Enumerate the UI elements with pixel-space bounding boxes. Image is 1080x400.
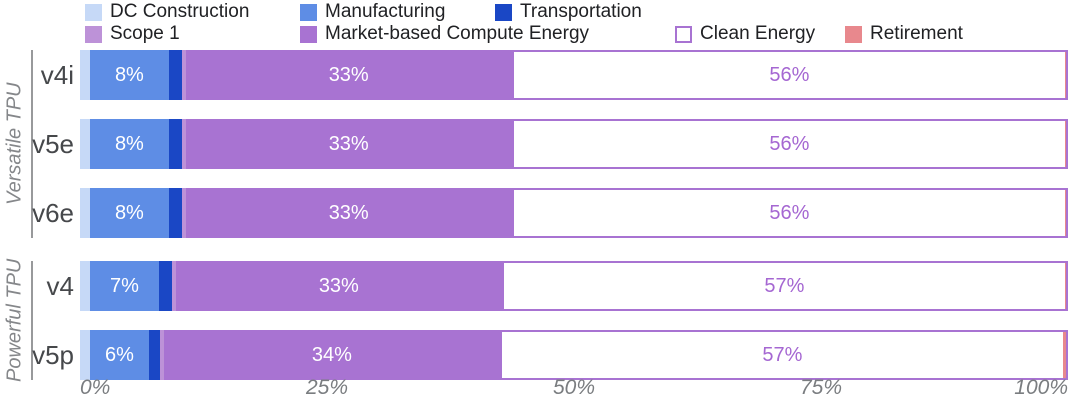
segment-transportation-v5p xyxy=(149,330,160,380)
x-axis-tick-75: 75% xyxy=(799,376,843,399)
segment-transportation-v4i xyxy=(168,50,182,100)
legend-swatch-dc-construction-icon xyxy=(85,3,102,21)
segment-value-label: 56% xyxy=(769,64,810,86)
row-label-v4: v4 xyxy=(46,270,74,301)
legend-item-dc-construction: DC Construction xyxy=(85,1,249,23)
segment-value-label: 33% xyxy=(328,202,369,224)
legend-label-dc-construction: DC Construction xyxy=(110,1,250,22)
segment-dc-construction-v5p xyxy=(80,330,90,380)
segment-transportation-v5e xyxy=(168,119,182,169)
legend-item-retirement: Retirement xyxy=(845,23,963,45)
segment-scope-1-v4 xyxy=(171,261,176,311)
x-axis-tick-50: 50% xyxy=(552,376,596,399)
segment-value-label: 8% xyxy=(114,133,144,155)
legend-swatch-market-based-compute-energy-icon xyxy=(300,25,317,43)
group-bracket-line xyxy=(31,50,33,238)
segment-clean-energy-v4: 57% xyxy=(501,261,1065,311)
segment-dc-construction-v4i xyxy=(80,50,90,100)
segment-value-label: 34% xyxy=(311,344,352,366)
segment-retirement-v4i xyxy=(1064,50,1068,100)
legend-label-market-based-compute-energy: Market-based Compute Energy xyxy=(325,23,590,44)
bar-v4i: 8% 33% 56% xyxy=(80,50,1068,100)
bar-v5e: 8% 33% 56% xyxy=(80,119,1068,169)
segment-value-label: 56% xyxy=(769,202,810,224)
segment-manufacturing-v4: 7% xyxy=(89,261,160,311)
segment-transportation-v6e xyxy=(168,188,182,238)
group-bracket-line xyxy=(31,261,33,380)
segment-transportation-v4 xyxy=(159,261,172,311)
segment-retirement-v6e xyxy=(1064,188,1068,238)
segment-scope-1-v5e xyxy=(181,119,186,169)
segment-dc-construction-v6e xyxy=(80,188,90,238)
legend-label-scope-1: Scope 1 xyxy=(110,23,180,44)
segment-market-based-compute-energy-v5p: 34% xyxy=(163,330,500,380)
bar-v4: 7% 33% 57% xyxy=(80,261,1068,311)
row-label-v4i: v4i xyxy=(40,59,74,90)
legend-swatch-retirement-icon xyxy=(845,25,862,43)
segment-market-based-compute-energy-v4i: 33% xyxy=(185,50,512,100)
legend-item-manufacturing: Manufacturing xyxy=(300,1,445,23)
legend-item-clean-energy: Clean Energy xyxy=(675,23,815,45)
x-axis-tick-25: 25% xyxy=(305,376,349,399)
segment-value-label: 33% xyxy=(318,275,359,297)
segment-market-based-compute-energy-v4: 33% xyxy=(175,261,502,311)
legend-label-manufacturing: Manufacturing xyxy=(325,1,446,22)
legend-swatch-scope-1-icon xyxy=(85,25,102,43)
segment-value-label: 57% xyxy=(762,344,803,366)
segment-value-label: 33% xyxy=(328,133,369,155)
segment-value-label: 33% xyxy=(328,64,369,86)
segment-dc-construction-v4 xyxy=(80,261,90,311)
segment-value-label: 8% xyxy=(114,64,144,86)
segment-value-label: 7% xyxy=(110,275,139,297)
segment-value-label: 6% xyxy=(105,344,134,366)
segment-market-based-compute-energy-v6e: 33% xyxy=(185,188,512,238)
row-label-v6e: v6e xyxy=(32,197,74,228)
legend-item-market-based-compute-energy: Market-based Compute Energy xyxy=(300,23,589,45)
legend-swatch-transportation-icon xyxy=(495,3,512,21)
legend-label-retirement: Retirement xyxy=(870,23,963,44)
segment-retirement-v5p xyxy=(1063,330,1068,380)
x-axis-tick-100: 100% xyxy=(1014,376,1068,399)
segment-scope-1-v5p xyxy=(160,330,164,380)
segment-market-based-compute-energy-v5e: 33% xyxy=(185,119,512,169)
segment-scope-1-v4i xyxy=(181,50,186,100)
bar-v6e: 8% 33% 56% xyxy=(80,188,1068,238)
legend-item-scope-1: Scope 1 xyxy=(85,23,180,45)
segment-manufacturing-v5e: 8% xyxy=(89,119,169,169)
segment-clean-energy-v5e: 56% xyxy=(511,119,1065,169)
legend-label-transportation: Transportation xyxy=(520,1,642,22)
segment-manufacturing-v4i: 8% xyxy=(89,50,169,100)
legend-item-transportation: Transportation xyxy=(495,1,642,23)
legend-swatch-clean-energy-icon xyxy=(675,25,692,43)
legend-label-clean-energy: Clean Energy xyxy=(700,23,816,44)
segment-dc-construction-v5e xyxy=(80,119,90,169)
segment-clean-energy-v4i: 56% xyxy=(511,50,1065,100)
segment-value-label: 56% xyxy=(769,133,810,155)
row-label-v5p: v5p xyxy=(32,339,74,370)
row-label-v5e: v5e xyxy=(32,128,74,159)
segment-retirement-v5e xyxy=(1064,119,1068,169)
segment-scope-1-v6e xyxy=(181,188,186,238)
segment-value-label: 8% xyxy=(114,202,144,224)
segment-clean-energy-v6e: 56% xyxy=(511,188,1065,238)
segment-retirement-v4 xyxy=(1065,261,1068,311)
segment-value-label: 57% xyxy=(764,275,805,297)
bar-v5p: 6% 34% 57% xyxy=(80,330,1068,380)
legend-swatch-manufacturing-icon xyxy=(300,3,317,21)
segment-manufacturing-v6e: 8% xyxy=(89,188,169,238)
x-axis-tick-0: 0% xyxy=(80,376,111,399)
segment-clean-energy-v5p: 57% xyxy=(499,330,1063,380)
segment-manufacturing-v5p: 6% xyxy=(89,330,150,380)
